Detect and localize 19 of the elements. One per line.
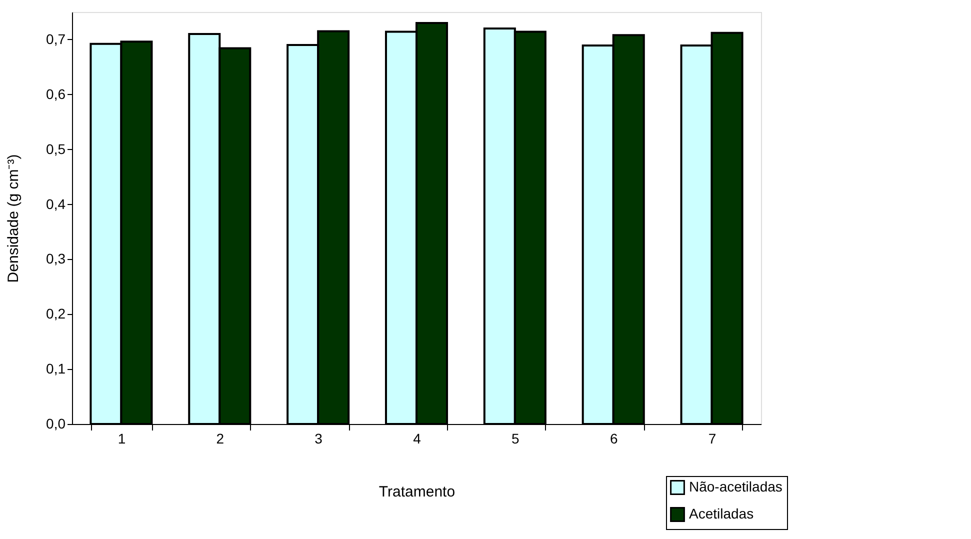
y-tick-label: 0,5 <box>46 140 66 157</box>
y-tick-label: 0,4 <box>46 196 66 212</box>
y-tick-label: 0,3 <box>46 250 66 267</box>
x-axis-title: Tratamento <box>378 484 456 500</box>
y-axis-title: Densidade (g cm⁻³) <box>5 154 22 283</box>
y-tick-label: 0,0 <box>46 416 66 432</box>
x-tick-label: 3 <box>314 430 323 446</box>
x-tick-label: 6 <box>610 430 618 446</box>
y-tick-label: 0,1 <box>46 360 66 377</box>
y-tick-label: 0,7 <box>46 30 66 47</box>
y-tick-label: 0,6 <box>46 86 66 102</box>
y-tick-label: 0,2 <box>46 306 66 322</box>
x-tick-label: 7 <box>708 430 716 446</box>
x-tick-label: 2 <box>216 430 224 446</box>
legend-label: Acetiladas <box>689 506 754 522</box>
x-tick-label: 1 <box>118 430 126 446</box>
legend-label: Não-acetiladas <box>689 478 782 494</box>
x-tick-label: 5 <box>512 430 520 446</box>
x-tick-label: 4 <box>413 430 422 446</box>
